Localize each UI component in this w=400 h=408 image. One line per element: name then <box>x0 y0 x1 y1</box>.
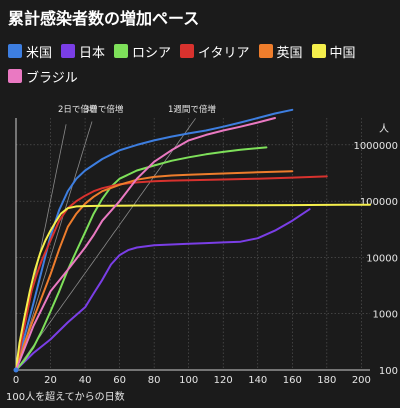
legend-label: 英国 <box>276 45 303 61</box>
legend-item: イタリア <box>180 42 250 61</box>
legend-item: 日本 <box>61 42 106 61</box>
x-tick-label: 60 <box>113 375 126 386</box>
x-tick-label: 0 <box>13 375 19 386</box>
y-tick-label: 100000 <box>360 197 398 208</box>
reference-line-label: 1週間で倍増 <box>168 104 216 115</box>
x-tick-label: 80 <box>148 375 161 386</box>
legend-item: ブラジル <box>8 67 78 86</box>
legend-label: 中国 <box>329 45 356 61</box>
legend-item: 英国 <box>258 42 303 61</box>
x-tick-label: 120 <box>214 375 233 386</box>
chart-legend: 米国 日本 ロシア イタリア 英国 中国ブラジル <box>8 42 392 86</box>
legend-swatch <box>311 44 326 58</box>
y-tick-label: 10000 <box>366 253 398 264</box>
legend-label: ロシア <box>132 45 172 61</box>
x-axis-title: 100人を超えてからの日数 <box>6 390 125 403</box>
reference-line <box>15 118 196 371</box>
x-tick-label: 180 <box>317 375 336 386</box>
legend-label: 日本 <box>79 45 106 61</box>
series-line <box>15 117 276 371</box>
series-line <box>15 146 268 371</box>
x-tick-label: 100 <box>179 375 198 386</box>
x-tick-label: 140 <box>248 375 267 386</box>
series-line <box>15 208 311 371</box>
series-line <box>15 203 371 371</box>
y-tick-label: 100 <box>379 366 398 377</box>
y-tick-label: 1000000 <box>353 141 398 152</box>
legend-swatch <box>8 69 22 83</box>
legend-item: ロシア <box>114 42 172 61</box>
x-tick-label: 40 <box>79 375 92 386</box>
chart-title: 累計感染者数の増加ペース <box>8 9 200 28</box>
x-tick-label: 20 <box>44 375 57 386</box>
legend-label: イタリア <box>198 45 250 61</box>
origin-point <box>13 367 19 373</box>
legend-item: 中国 <box>311 42 356 61</box>
reference-line-label: 2日で倍増 <box>58 104 97 115</box>
series-line <box>15 170 294 371</box>
legend-swatch <box>8 44 22 58</box>
legend-swatch <box>61 44 76 58</box>
legend-item: 米国 <box>8 42 53 61</box>
y-tick-label: 1000 <box>373 310 398 321</box>
x-tick-label: 160 <box>283 375 302 386</box>
legend-swatch <box>114 44 129 58</box>
reference-line-label: 3日で倍増 <box>84 104 123 115</box>
x-tick-label: 200 <box>352 375 371 386</box>
legend-label: 米国 <box>26 45 53 61</box>
reference-line <box>15 121 93 371</box>
series-line <box>15 175 328 371</box>
legend-swatch <box>258 44 273 58</box>
series-line <box>15 108 294 371</box>
legend-swatch <box>180 44 195 58</box>
y-axis-title: 人 <box>379 123 389 135</box>
legend-label: ブラジル <box>26 70 78 86</box>
